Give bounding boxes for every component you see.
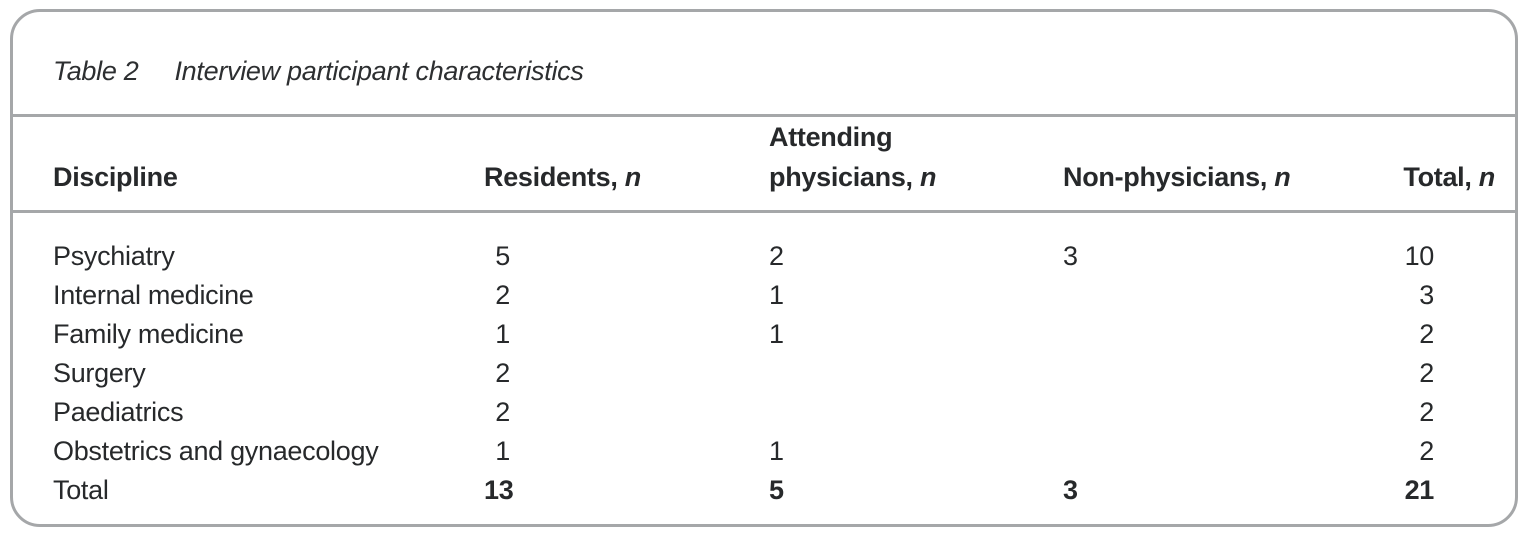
- cell-non-physicians: 3: [1063, 241, 1078, 272]
- table-title: Interview participant characteristics: [174, 56, 584, 86]
- cell-discipline: Family medicine: [53, 318, 244, 349]
- cell-value: 5: [495, 241, 510, 272]
- cell-non-physicians: [1063, 432, 1375, 471]
- table-row-internal-medicine: Internal medicine 2 1 3: [13, 276, 1515, 315]
- cell-total: 2: [1419, 435, 1434, 466]
- cell-value: 2: [495, 279, 510, 310]
- cell-value: 2: [495, 396, 510, 427]
- cell-non-physicians: [1063, 276, 1375, 315]
- cell-total: 3: [1419, 279, 1434, 310]
- cell-residents: 5: [484, 212, 769, 276]
- cell-residents: 1: [484, 432, 769, 471]
- table-row-total: Total 13 5 3 21: [13, 471, 1515, 510]
- col-header-n: n: [919, 162, 937, 192]
- cell-non-physicians: 3: [1063, 474, 1078, 505]
- table-caption: Table 2 Interview participant characteris…: [13, 12, 1515, 117]
- cell-value: 2: [495, 357, 510, 388]
- cell-residents: 2: [484, 354, 769, 393]
- cell-discipline: Paediatrics: [53, 396, 184, 427]
- col-header-total: Total, n: [1375, 117, 1515, 213]
- cell-attending: 1: [769, 435, 784, 466]
- participants-table: Discipline Residents, n Attending physic…: [13, 117, 1515, 510]
- table-frame: Table 2 Interview participant characteris…: [10, 9, 1518, 527]
- cell-residents: 13: [484, 471, 769, 510]
- cell-total: 2: [1419, 357, 1434, 388]
- col-header-label: Non-physicians,: [1063, 162, 1275, 192]
- col-header-non-physicians: Non-physicians, n: [1063, 117, 1375, 213]
- col-header-n: n: [1274, 162, 1291, 192]
- table-row-obstetrics-gynaecology: Obstetrics and gynaecology 1 1 2: [13, 432, 1515, 471]
- cell-total: 10: [1404, 241, 1435, 272]
- cell-attending: 2: [769, 241, 784, 272]
- col-header-discipline: Discipline: [13, 117, 484, 213]
- col-header-label: Total,: [1403, 162, 1479, 192]
- cell-non-physicians: [1063, 393, 1375, 432]
- table-row-surgery: Surgery 2 2: [13, 354, 1515, 393]
- cell-value: 1: [495, 318, 510, 349]
- col-header-n: n: [624, 162, 642, 192]
- table-row-family-medicine: Family medicine 1 1 2: [13, 315, 1515, 354]
- cell-discipline: Psychiatry: [53, 241, 175, 272]
- cell-attending: 1: [769, 318, 784, 349]
- cell-attending: [769, 354, 1063, 393]
- cell-value: 1: [495, 435, 510, 466]
- col-header-attending-physicians: Attending physicians, n: [769, 117, 1063, 213]
- cell-discipline: Internal medicine: [53, 279, 254, 310]
- cell-attending: [769, 393, 1063, 432]
- cell-total: 2: [1419, 318, 1434, 349]
- cell-residents: 1: [484, 315, 769, 354]
- cell-discipline: Total: [53, 474, 109, 505]
- cell-discipline: Surgery: [53, 357, 146, 388]
- table-row-paediatrics: Paediatrics 2 2: [13, 393, 1515, 432]
- cell-non-physicians: [1063, 315, 1375, 354]
- col-header-label: Residents,: [484, 162, 625, 192]
- cell-residents: 2: [484, 393, 769, 432]
- col-header-label: Attending physicians,: [769, 122, 913, 192]
- cell-value: 13: [484, 474, 514, 505]
- col-header-label: Discipline: [53, 162, 178, 192]
- cell-attending: 1: [769, 279, 784, 310]
- table-row-psychiatry: Psychiatry 5 2 3 10: [13, 212, 1515, 276]
- col-header-n: n: [1478, 162, 1496, 192]
- cell-residents: 2: [484, 276, 769, 315]
- cell-total: 2: [1419, 396, 1434, 427]
- cell-discipline: Obstetrics and gynaecology: [53, 435, 379, 466]
- cell-non-physicians: [1063, 354, 1375, 393]
- cell-attending: 5: [769, 474, 784, 505]
- table-number: Table 2: [53, 56, 139, 86]
- cell-total: 21: [1404, 474, 1435, 505]
- header-row: Discipline Residents, n Attending physic…: [13, 117, 1515, 213]
- col-header-residents: Residents, n: [484, 117, 769, 213]
